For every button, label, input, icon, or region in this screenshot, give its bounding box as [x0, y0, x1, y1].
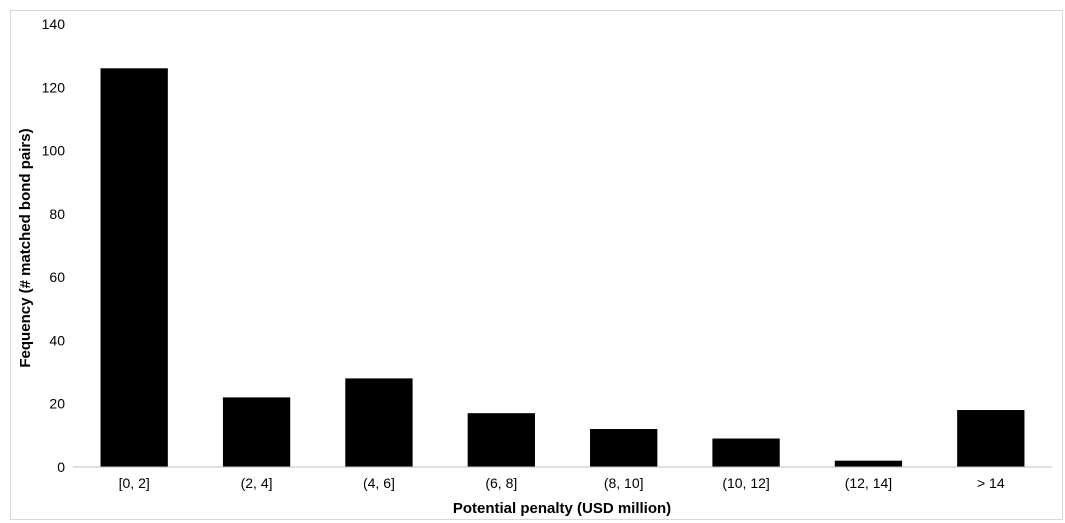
x-tick-label: (4, 6]	[363, 475, 395, 491]
x-tick-label: > 14	[977, 475, 1005, 491]
x-tick-label: (8, 10]	[604, 475, 644, 491]
bar	[590, 429, 658, 467]
x-tick-label: (10, 12]	[722, 475, 769, 491]
x-axis-title: Potential penalty (USD million)	[453, 500, 671, 517]
x-tick-label: (12, 14]	[845, 475, 892, 491]
bar	[834, 460, 903, 467]
y-tick-label: 80	[49, 206, 65, 222]
bar	[345, 378, 413, 467]
y-tick-label: 0	[57, 459, 65, 475]
bar	[467, 413, 535, 467]
bar	[222, 397, 291, 467]
y-tick-label: 140	[42, 16, 66, 32]
y-tick-label: 20	[49, 396, 65, 412]
x-tick-label: (2, 4]	[241, 475, 273, 491]
y-tick-label: 100	[42, 143, 66, 159]
bars	[100, 68, 1025, 468]
bar	[957, 410, 1025, 467]
x-axis-ticks: [0, 2] (2, 4] (4, 6] (6, 8] (8, 10] (10, 12] (…	[119, 475, 1005, 491]
bar	[712, 438, 780, 467]
y-axis-title: Fequency (# matched bond pairs)	[17, 128, 34, 367]
bar	[100, 68, 168, 468]
y-tick-label: 60	[49, 269, 65, 285]
chart-frame	[10, 10, 1063, 520]
x-tick-label: [0, 2]	[119, 475, 150, 491]
x-tick-label: (6, 8]	[485, 475, 517, 491]
y-tick-label: 120	[42, 79, 66, 95]
y-tick-label: 40	[49, 332, 65, 348]
y-axis-ticks: 0 20 40 60 80 100 120 140	[42, 16, 66, 475]
